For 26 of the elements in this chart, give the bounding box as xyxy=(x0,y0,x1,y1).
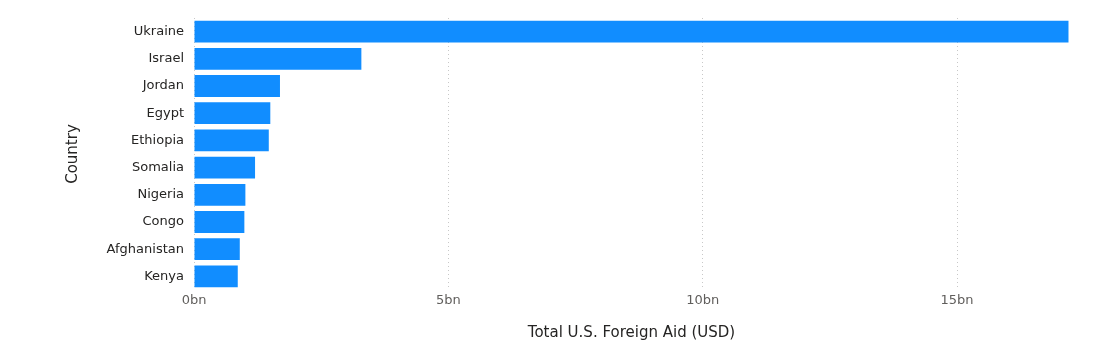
bar xyxy=(194,238,240,261)
y-tick-label: Ukraine xyxy=(133,22,184,38)
x-axis-title: Total U.S. Foreign Aid (USD) xyxy=(526,322,736,341)
y-tick-label: Congo xyxy=(142,213,185,229)
y-tick-label: Nigeria xyxy=(137,186,184,202)
bar xyxy=(194,102,271,125)
y-axis-title: Country xyxy=(62,124,81,184)
bar xyxy=(194,20,1069,43)
y-tick-label: Egypt xyxy=(146,104,184,120)
y-tick-label: Jordan xyxy=(141,77,184,93)
bar xyxy=(194,129,269,152)
y-tick-label: Israel xyxy=(148,50,184,66)
bar xyxy=(194,183,246,206)
y-tick-label: Afghanistan xyxy=(106,240,184,256)
x-tick-label: 10bn xyxy=(686,292,720,308)
y-tick-label: Ethiopia xyxy=(131,131,184,147)
x-tick-label: 0bn xyxy=(181,292,207,308)
bar xyxy=(194,75,280,97)
bar xyxy=(194,156,256,179)
x-tick-label: 15bn xyxy=(940,292,974,308)
bar xyxy=(194,211,245,233)
y-tick-label: Somalia xyxy=(131,158,184,174)
y-tick-label: Kenya xyxy=(144,267,184,283)
bar xyxy=(194,47,362,70)
x-tick-label: 5bn xyxy=(435,292,461,308)
bar xyxy=(194,265,238,288)
